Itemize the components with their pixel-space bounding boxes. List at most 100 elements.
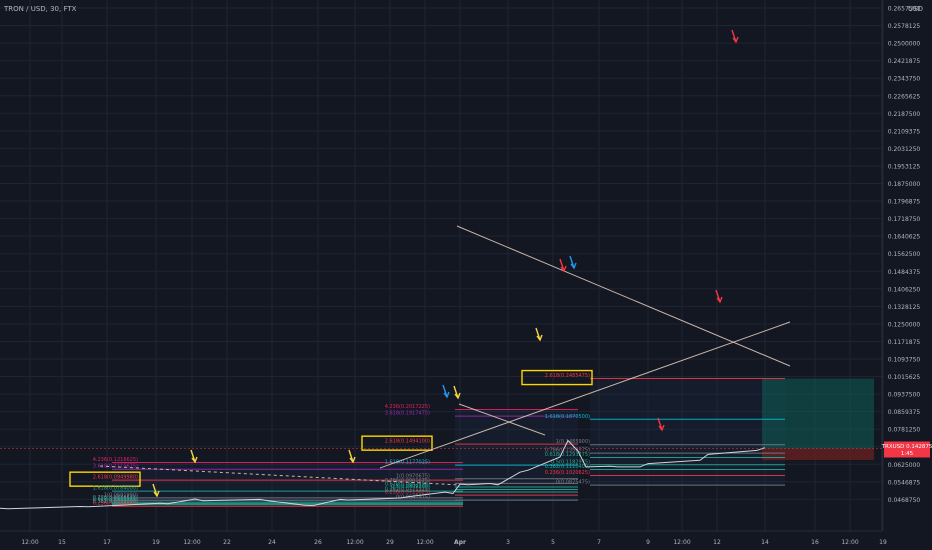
arrow-annotation [153,490,160,498]
fib-level-label: 0.382(0.1110400) [545,464,590,470]
x-tick-label: 5 [551,539,555,546]
fib-highlight-box [361,435,433,451]
fib-level-label: 0.618(0.0618925) [93,497,138,503]
fib-level-label: 0(0.0647875) [396,495,430,501]
y-tick-label: 0.2031250 [888,146,921,153]
y-tick-label: 0.1093750 [888,357,921,364]
arrow-annotation [658,424,665,432]
price-axis[interactable]: 0.2657500 0.2578125 0.2500000 0.2421875 0.23… [881,0,932,531]
arrow-annotation [732,36,739,44]
x-tick-label: 26 [314,539,322,546]
fib-zones [112,378,874,507]
fib-level-label: 2.618(0.2485475) [545,373,590,379]
fib-level-label: 0.786(0.0901675) [385,478,430,484]
fib-level-label: 0.382(0.0580090) [93,499,138,505]
trend-line [458,403,546,436]
fib-highlight-box [69,471,141,487]
x-tick-label: 7 [597,539,601,546]
y-tick-label: 0.0937500 [888,392,921,399]
x-tick-label: 3 [506,539,510,546]
x-tick-label: 19 [152,539,160,546]
stop-zone [762,448,874,460]
time-axis[interactable]: 12:00 15 17 19 12:00 22 24 26 12:00 29 12:00 Apr 3 5 7… [0,530,887,546]
fib-level-label: 0.382(0.0771325) [385,486,430,492]
trend-line [379,321,791,469]
fib-level-label: 2.618(0.0949980) [93,475,138,481]
x-tick-label: 12:00 [21,539,38,546]
fib-level-label: 3.618(0.1115675) [93,464,138,470]
trend-line [456,225,791,367]
arrow-annotation [191,456,198,464]
price-line [0,439,766,510]
x-tick-label: 12:00 [416,539,433,546]
x-tick-label: 12:00 [673,539,690,546]
y-tick-label: 0.1484375 [888,269,921,276]
y-tick-label: 0.1250000 [888,321,921,328]
fib-level-label: 0(0.0875475) [556,480,590,486]
y-tick-label: 0.2343750 [888,76,921,83]
fib-level-label: 0.236(0.1020625) [545,470,590,476]
x-tick-label: 16 [811,539,819,546]
fib-level-label: 0.5(0.1182975) [551,459,590,465]
x-tick-label: 12 [713,539,721,546]
arrow-annotation [716,296,723,304]
y-tick-label: 0.1953125 [888,163,921,170]
y-tick-label: 0.0781250 [888,427,921,434]
y-tick-label: 0.1562500 [888,251,921,258]
fib-level-label: 3.618(0.1917475) [385,411,430,417]
fib-level-label: 2.618(0.1494100) [385,439,430,445]
arrow-annotation [560,265,567,273]
chart-title: TRON / USD, 30, FTX [3,5,77,13]
arrow-annotation [570,262,577,270]
fib-level-label: 0.618(0.1293275) [545,452,590,458]
y-tick-label: 0.1015625 [888,374,921,381]
y-tick-label: 0.2265625 [888,93,921,100]
y-tick-label: 0.1406250 [888,286,921,293]
y-tick-label: 0.1796875 [888,199,921,206]
y-tick-label: 0.1718750 [888,216,921,223]
y-tick-label: 0.1171875 [888,339,921,346]
fib-level-label: 0.786(0.0646525) [93,495,138,501]
fib-level-label: 1(0.0681990) [104,492,138,498]
x-tick-label: 14 [761,539,769,546]
fib-level-label: 1.618(0.1177025) [385,460,430,466]
trend-lines [99,225,791,486]
x-tick-label: 19 [879,539,887,546]
y-tick-label: 0.2657500 [888,6,921,13]
fib-level-label: 1(0.1485900) [556,439,590,445]
y-tick-label: 0.0859375 [888,409,921,416]
x-tick-label: Apr [454,539,466,546]
fib-level-label: 1.618(0.1870500) [545,414,590,420]
price-series [0,439,882,510]
x-tick-label: 24 [268,539,276,546]
x-tick-label: 9 [646,539,650,546]
x-tick-label: 12:00 [346,539,363,546]
y-tick-label: 0.0625000 [888,462,921,469]
fib-level-label: 0.618(0.0847250) [385,481,430,487]
arrow-annotation [349,456,356,464]
fib-level-label: 4.236(0.2017225) [385,404,430,410]
fib-level-label: 0.236(0.0556040) [93,501,138,507]
y-tick-label: 0.2187500 [888,111,921,118]
y-tick-label: 0.2500000 [888,41,921,48]
y-tick-label: 0.1328125 [888,304,921,311]
x-tick-label: 15 [58,539,66,546]
current-price-tag [884,441,930,458]
fib-zone [112,462,463,507]
fib-level-label: 0.5(0.0809200) [391,484,430,490]
price-countdown: 1:45 [901,451,914,457]
current-price-value: TRXUSD 0.142875 [881,444,932,450]
y-tick-label: 0.2578125 [888,23,921,30]
y-tick-label: 0.0468750 [888,497,921,504]
x-tick-label: 17 [103,539,111,546]
x-tick-label: 29 [386,539,394,546]
x-tick-label: 22 [223,539,231,546]
fib-levels: 4.236(0.1216625)3.618(0.1115675) 2.618(0.… [69,369,785,507]
fib-level-label: 1(0.0970675) [396,473,430,479]
fib-level-label: 4.236(0.1216625) [93,457,138,463]
x-tick-label: 12:00 [841,539,858,546]
fib-level-label: 0.786(0.1358575) [545,448,590,454]
fib-level-label: 0.5(0.0599495) [99,498,138,504]
fib-highlight-box [521,369,593,386]
